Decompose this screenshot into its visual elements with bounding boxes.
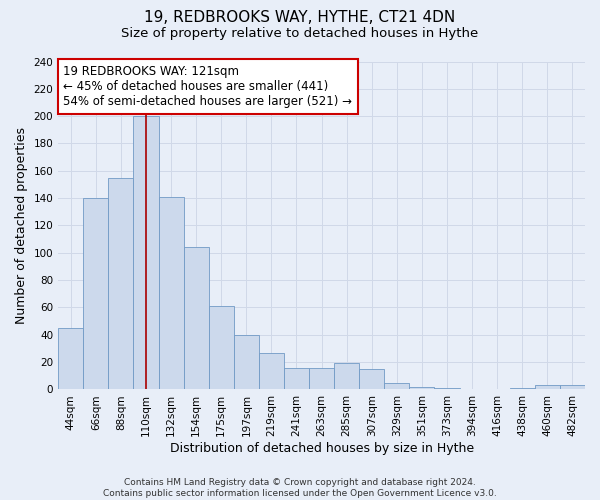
X-axis label: Distribution of detached houses by size in Hythe: Distribution of detached houses by size … (170, 442, 473, 455)
Bar (184, 248, 209, 390)
Text: 19, REDBROOKS WAY, HYTHE, CT21 4DN: 19, REDBROOKS WAY, HYTHE, CT21 4DN (145, 10, 455, 25)
Bar (83, 198, 109, 390)
Bar (359, 369, 385, 390)
Bar (158, 197, 184, 390)
Bar (560, 386, 585, 390)
Text: 19 REDBROOKS WAY: 121sqm
← 45% of detached houses are smaller (441)
54% of semi-: 19 REDBROOKS WAY: 121sqm ← 45% of detach… (64, 65, 352, 108)
Bar (234, 335, 259, 390)
Text: Size of property relative to detached houses in Hythe: Size of property relative to detached ho… (121, 28, 479, 40)
Bar (259, 352, 284, 390)
Bar (284, 368, 309, 390)
Bar (334, 364, 359, 390)
Bar (510, 388, 535, 390)
Bar (434, 388, 460, 390)
Bar (209, 306, 234, 390)
Text: Contains HM Land Registry data © Crown copyright and database right 2024.
Contai: Contains HM Land Registry data © Crown c… (103, 478, 497, 498)
Bar (58, 328, 83, 390)
Bar (409, 386, 434, 390)
Bar (109, 178, 133, 390)
Bar (535, 386, 560, 390)
Bar (133, 116, 158, 390)
Bar (309, 368, 334, 390)
Bar (385, 382, 409, 390)
Y-axis label: Number of detached properties: Number of detached properties (15, 127, 28, 324)
